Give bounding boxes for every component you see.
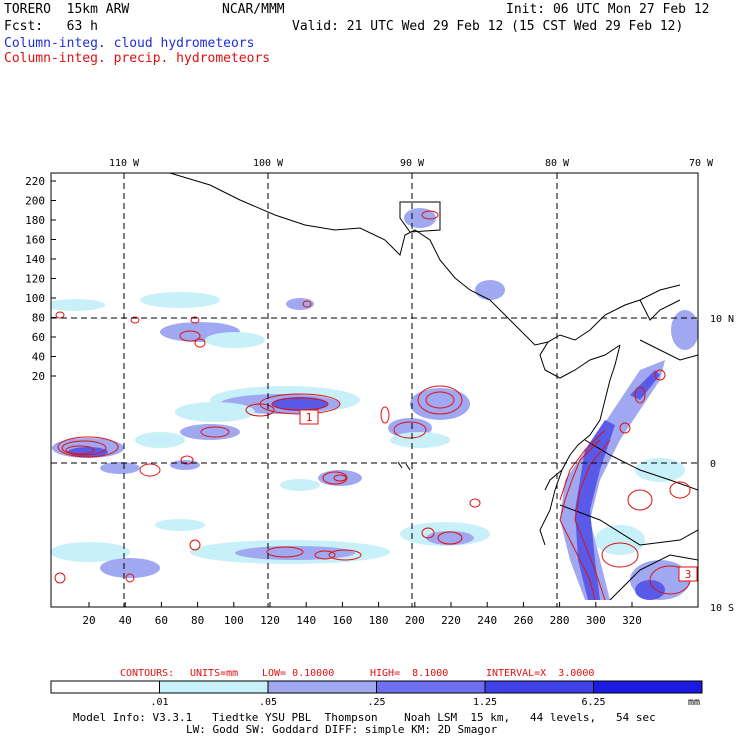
box-label-3: 3 (678, 566, 698, 582)
y-tick-label: 120 (25, 273, 45, 286)
org-label: NCAR/MMM (222, 2, 285, 17)
box-label-3-text: 3 (685, 568, 692, 581)
valid-time: Valid: 21 UTC Wed 29 Feb 12 (15 CST Wed … (292, 19, 684, 34)
map-field-layer (51, 173, 698, 601)
x-tick-label: 320 (622, 614, 642, 627)
y-tick-label: 40 (32, 351, 45, 364)
graticule (51, 173, 698, 607)
init-time: Init: 06 UTC Mon 27 Feb 12 (506, 2, 710, 17)
colorbar-segment (593, 680, 703, 694)
x-tick-label: 220 (441, 614, 461, 627)
x-tick-label: 140 (296, 614, 316, 627)
plot-frame (50, 172, 699, 608)
contour-interval: INTERVAL=X 3.0000 (486, 668, 595, 679)
y-tick-label: 160 (25, 234, 45, 247)
x-tick-label: 100 (224, 614, 244, 627)
y-tick-label: 60 (32, 331, 45, 344)
colorbar-label: .05 (259, 697, 277, 708)
y-axis: 220 200 180 160 140 120 100 80 60 40 20 (25, 175, 56, 383)
box-label-1-text: 1 (306, 411, 313, 424)
y-tick-label: 180 (25, 214, 45, 227)
x-tick-label: 280 (550, 614, 570, 627)
contour-low: LOW= 0.10000 (262, 668, 335, 679)
contour-high: HIGH= 8.1000 (370, 668, 449, 679)
colorbar: .01 .05 .25 1.25 6.25 mm (50, 680, 703, 708)
x-tick-label: 60 (155, 614, 168, 627)
forecast-hour: Fcst: 63 h (4, 19, 98, 34)
colorbar-label: 6.25 (581, 697, 605, 708)
y-tick-label: 100 (25, 292, 45, 305)
cloud-shading (51, 208, 698, 600)
y-tick-label: 220 (25, 175, 45, 188)
colorbar-segment (267, 680, 377, 694)
lon-label-80w: 80 W (545, 158, 570, 169)
colorbar-label: .25 (367, 697, 385, 708)
field-label-precip: Column-integ. precip. hydrometeors (4, 51, 271, 66)
x-tick-label: 40 (119, 614, 132, 627)
lon-label-110w: 110 W (109, 158, 140, 169)
lon-label-90w: 90 W (400, 158, 425, 169)
colorbar-segment (484, 680, 594, 694)
x-tick-label: 240 (477, 614, 497, 627)
colorbar-label: 1.25 (473, 697, 497, 708)
lon-label-70w: 70 W (689, 158, 714, 169)
box-label-1: 1 (299, 409, 319, 425)
x-axis: 20 40 60 80 100 120 140 160 180 200 220 240 260 280 30… (82, 602, 642, 627)
colorbar-unit: mm (688, 697, 700, 708)
contour-label: CONTOURS: (120, 668, 175, 679)
x-tick-label: 300 (586, 614, 606, 627)
y-tick-label: 20 (32, 370, 45, 383)
lat-label-0: 0 (710, 459, 716, 470)
colorbar-label: .01 (150, 697, 168, 708)
model-physics: LW: Godd SW: Goddard DIFF: simple KM: 2D… (186, 723, 498, 736)
y-tick-label: 80 (32, 312, 45, 325)
x-tick-label: 80 (191, 614, 204, 627)
lat-label-10n: 10 N (710, 314, 734, 325)
model-info: Model Info: V3.3.1 Tiedtke YSU PBL Thomp… (73, 711, 656, 724)
y-tick-label: 200 (25, 195, 45, 208)
lat-label-10s: 10 S (710, 603, 734, 614)
lon-label-100w: 100 W (253, 158, 284, 169)
colorbar-segment (50, 680, 160, 694)
model-title: TORERO 15km ARW (4, 2, 130, 17)
contour-units: UNITS=mm (190, 668, 239, 679)
colorbar-segment (159, 680, 269, 694)
colorbar-segment (376, 680, 486, 694)
field-label-cloud: Column-integ. cloud hydrometeors (4, 36, 255, 51)
coastlines (169, 173, 698, 601)
x-tick-label: 20 (82, 614, 95, 627)
x-tick-label: 260 (513, 614, 533, 627)
y-tick-label: 140 (25, 253, 45, 266)
x-tick-label: 120 (260, 614, 280, 627)
x-tick-label: 160 (332, 614, 352, 627)
x-tick-label: 200 (405, 614, 425, 627)
x-tick-label: 180 (369, 614, 389, 627)
